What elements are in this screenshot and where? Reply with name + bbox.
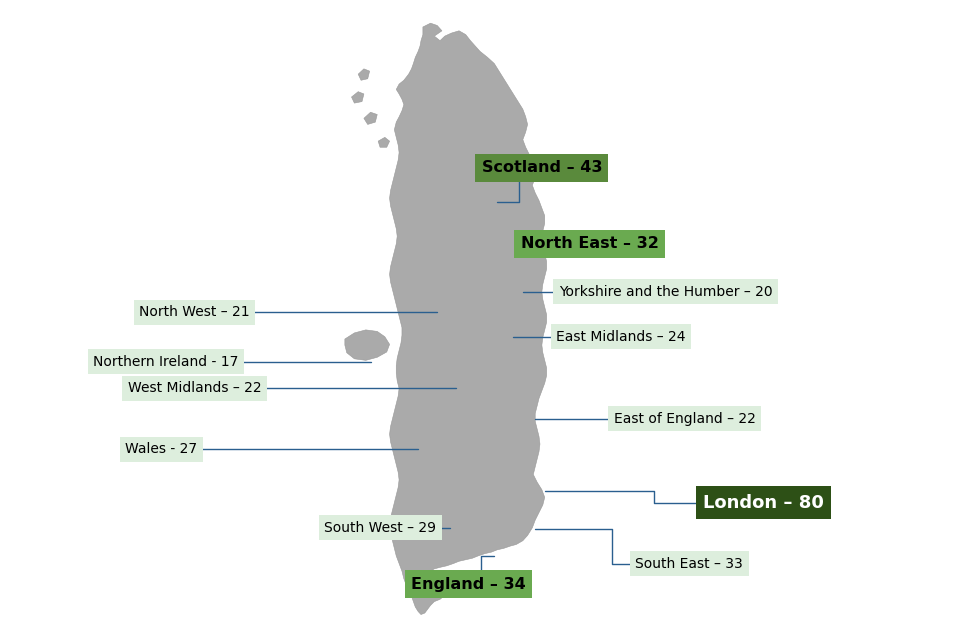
Text: Scotland – 43: Scotland – 43 — [482, 160, 602, 175]
Text: East of England – 22: East of England – 22 — [613, 412, 756, 426]
Text: Northern Ireland - 17: Northern Ireland - 17 — [93, 355, 239, 369]
Text: North East – 32: North East – 32 — [520, 236, 659, 252]
Text: West Midlands – 22: West Midlands – 22 — [128, 381, 261, 396]
Text: Yorkshire and the Humber – 20: Yorkshire and the Humber – 20 — [559, 285, 773, 299]
Text: South West – 29: South West – 29 — [324, 521, 436, 535]
Polygon shape — [390, 23, 546, 614]
Polygon shape — [358, 69, 370, 80]
Text: Wales - 27: Wales - 27 — [125, 442, 197, 456]
Text: East Midlands – 24: East Midlands – 24 — [556, 330, 685, 344]
Text: London – 80: London – 80 — [703, 493, 824, 511]
Polygon shape — [364, 112, 377, 124]
Text: South East – 33: South East – 33 — [636, 557, 743, 570]
Text: North West – 21: North West – 21 — [139, 305, 250, 319]
Polygon shape — [351, 92, 364, 103]
Polygon shape — [378, 138, 390, 147]
Text: England – 34: England – 34 — [411, 577, 526, 591]
Polygon shape — [345, 330, 390, 360]
